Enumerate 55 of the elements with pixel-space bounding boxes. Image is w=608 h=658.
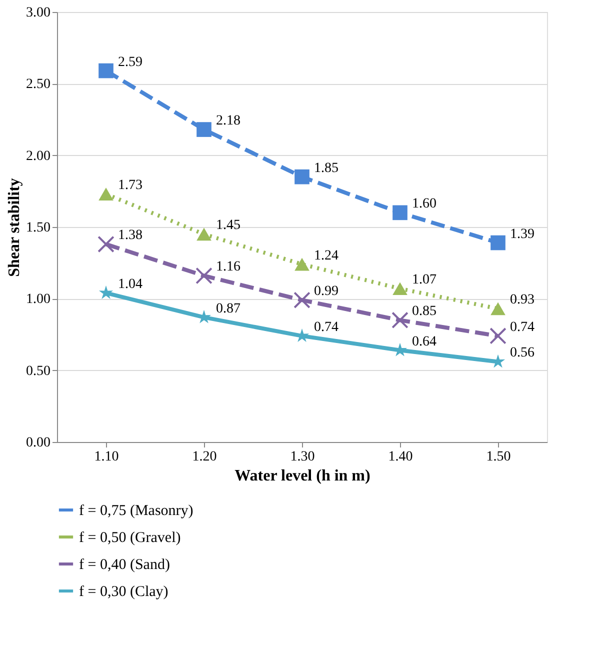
point	[392, 282, 408, 296]
data-label: 0.74	[314, 320, 338, 335]
y-tick-label: 2.50	[26, 77, 50, 92]
point	[490, 354, 506, 368]
x-axis-title: Water level (h in m)	[234, 468, 370, 484]
point	[490, 328, 506, 344]
data-label: 1.16	[216, 260, 240, 275]
point	[196, 122, 212, 137]
data-label: 2.59	[118, 54, 142, 70]
x-tick-label: 1.20	[192, 450, 217, 464]
data-label: 2.18	[216, 114, 240, 129]
data-label: 1.39	[510, 226, 534, 242]
point	[294, 292, 310, 309]
y-tick-label: 1.50	[26, 220, 50, 236]
x-tick-label: 1.10	[94, 450, 119, 464]
data-label: 1.60	[412, 196, 436, 212]
x-tick-label: 1.30	[290, 450, 315, 464]
data-label: 1.04	[118, 276, 142, 292]
data-label: 1.07	[412, 272, 436, 288]
point	[98, 188, 114, 200]
legend-label: f = 0,75 (Masonry)	[79, 503, 194, 519]
legend-label: f = 0,50 (Gravel)	[79, 530, 181, 546]
point	[294, 169, 310, 184]
data-label: 0.85	[412, 304, 436, 320]
legend-label: f = 0,40 (Sand)	[79, 557, 170, 573]
legend-label: f = 0,30 (Clay)	[79, 584, 168, 600]
point	[490, 302, 506, 316]
data-label: 1.38	[118, 228, 142, 244]
data-label: 0.64	[412, 334, 436, 350]
point	[392, 205, 408, 220]
point	[196, 228, 212, 241]
data-label: 0.93	[510, 292, 534, 308]
data-label: 1.45	[216, 218, 240, 234]
data-label: 1.73	[118, 178, 142, 194]
y-tick-label: 1.00	[26, 292, 50, 308]
data-label: 0.56	[510, 346, 534, 361]
point	[98, 286, 114, 299]
y-tick-label: 0.50	[26, 364, 50, 379]
point	[490, 235, 506, 250]
data-label: 0.87	[216, 301, 240, 316]
y-tick-label: 0.00	[26, 436, 50, 450]
point	[98, 63, 114, 78]
data-label: 1.85	[314, 160, 338, 176]
data-label: 0.99	[314, 284, 338, 300]
data-label: 1.24	[314, 248, 338, 264]
y-tick-label: 3.00	[26, 6, 50, 20]
x-tick-label: 1.50	[486, 450, 511, 464]
y-tick-label: 2.00	[26, 148, 50, 164]
x-tick-label: 1.40	[388, 450, 413, 464]
point	[196, 267, 212, 284]
point	[98, 236, 114, 253]
data-label: 0.74	[510, 320, 534, 335]
point	[392, 312, 408, 329]
y-axis-title: Shear stability	[6, 178, 23, 277]
point	[294, 258, 310, 271]
